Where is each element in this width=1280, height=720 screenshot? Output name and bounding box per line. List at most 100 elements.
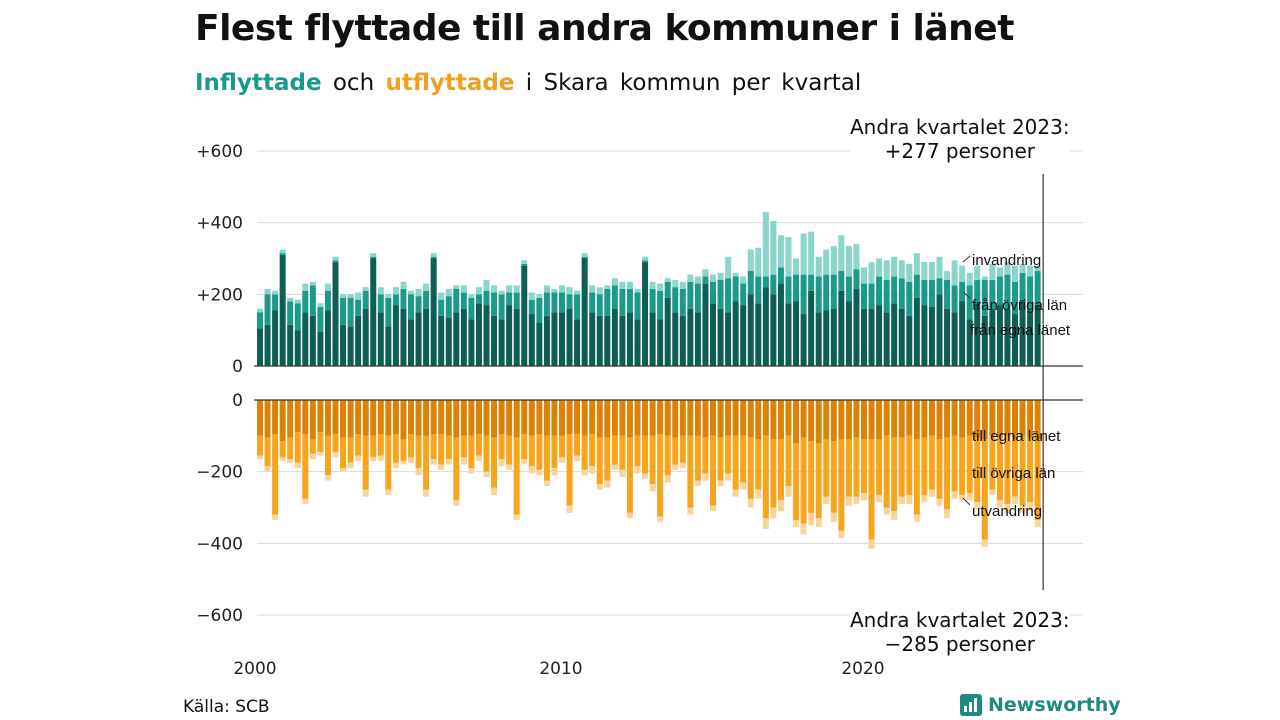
- bar-out-other: [913, 439, 920, 515]
- bar-in-own: [1027, 310, 1034, 366]
- bar-in-own: [257, 328, 263, 366]
- bar-in-immig: [475, 287, 482, 295]
- bar-out-own: [959, 400, 966, 438]
- bar-in-immig: [400, 281, 407, 289]
- bar-in-own: [906, 315, 913, 366]
- bar-out-own: [491, 400, 498, 438]
- bar-in-other: [415, 296, 422, 313]
- bar-in-other: [332, 260, 339, 263]
- bar-out-own: [460, 400, 467, 436]
- bar-out-other: [498, 434, 505, 460]
- bar-out-own: [574, 400, 581, 435]
- bar-in-other: [755, 276, 762, 304]
- bar-out-own: [747, 400, 754, 438]
- bar-in-own: [355, 315, 362, 366]
- bar-in-own: [423, 308, 430, 366]
- bar-in-own: [725, 312, 732, 366]
- bar-out-emig: [823, 496, 830, 504]
- bar-out-own: [793, 400, 800, 443]
- bar-out-emig: [974, 502, 981, 510]
- bar-out-other: [264, 437, 271, 467]
- bar-in-other: [785, 276, 792, 304]
- bar-out-emig: [340, 468, 347, 472]
- bar-out-own: [596, 400, 603, 438]
- bar-out-other: [347, 437, 354, 463]
- bar-out-own: [302, 400, 309, 435]
- source-text: Källa: SCB: [183, 697, 270, 717]
- bar-in-immig: [1019, 263, 1026, 273]
- bar-out-other: [944, 437, 951, 510]
- bar-in-other: [747, 271, 754, 295]
- bar-out-other: [793, 443, 800, 521]
- bar-out-own: [1019, 400, 1026, 436]
- bar-out-other: [785, 435, 792, 486]
- bar-in-immig: [581, 253, 588, 257]
- bar-in-other: [324, 290, 331, 311]
- bar-in-other: [438, 299, 445, 316]
- bar-out-emig: [853, 496, 860, 504]
- bar-out-own: [536, 400, 543, 435]
- bar-in-other: [604, 288, 611, 316]
- bar-out-own: [740, 400, 747, 436]
- bar-in-immig: [287, 297, 294, 302]
- bar-in-other: [853, 269, 860, 289]
- bar-in-immig: [611, 278, 618, 286]
- bar-out-other: [574, 434, 581, 456]
- bar-out-emig: [913, 514, 920, 522]
- bar-in-own: [317, 331, 324, 366]
- bar-in-own: [823, 310, 830, 366]
- bar-in-own: [1034, 305, 1041, 366]
- bar-out-own: [287, 400, 294, 438]
- bar-in-other: [906, 281, 913, 316]
- y-tick-label: 0: [232, 357, 243, 377]
- bar-in-other: [392, 294, 399, 306]
- bar-in-other: [642, 260, 649, 263]
- bar-in-own: [770, 294, 777, 366]
- bar-out-other: [400, 439, 407, 461]
- bar-out-own: [264, 400, 271, 438]
- bar-in-own: [928, 306, 935, 366]
- bar-in-own: [377, 312, 384, 366]
- bar-out-other: [415, 435, 422, 469]
- bar-out-other: [702, 437, 709, 474]
- bar-in-immig: [710, 274, 716, 282]
- bar-in-other: [453, 288, 460, 313]
- bar-in-other: [996, 276, 1003, 306]
- bar-in-other: [891, 276, 898, 304]
- bar-out-emig: [272, 514, 279, 521]
- bar-out-emig: [468, 468, 475, 474]
- bar-in-immig: [966, 272, 973, 286]
- bar-out-other: [445, 435, 452, 460]
- bar-in-other: [657, 290, 664, 320]
- bar-out-other: [528, 435, 535, 467]
- bar-in-immig: [423, 283, 430, 291]
- bar-in-own: [710, 303, 716, 366]
- bar-in-own: [408, 319, 414, 366]
- y-tick-label: +200: [196, 285, 243, 305]
- bar-in-own: [626, 312, 633, 366]
- bar-in-immig: [838, 235, 845, 272]
- bar-out-own: [626, 400, 633, 438]
- bar-out-other: [868, 439, 875, 540]
- bar-out-emig: [800, 523, 807, 535]
- bar-out-emig: [672, 464, 679, 470]
- bar-in-immig: [460, 285, 467, 293]
- bar-out-emig: [898, 496, 905, 504]
- bar-out-own: [717, 400, 724, 438]
- bar-out-emig: [928, 489, 935, 497]
- bar-out-emig: [649, 484, 656, 492]
- bar-in-other: [257, 312, 263, 329]
- bar-out-emig: [302, 498, 309, 504]
- bar-in-other: [649, 288, 656, 313]
- bar-out-own: [951, 400, 958, 436]
- bar-in-immig: [279, 249, 286, 254]
- bar-out-emig: [861, 493, 867, 501]
- bar-in-own: [536, 323, 543, 366]
- bar-in-immig: [861, 267, 867, 284]
- bar-in-other: [611, 285, 618, 309]
- bar-in-other: [483, 290, 490, 306]
- bar-in-own: [460, 308, 467, 366]
- bar-in-other: [845, 276, 852, 302]
- bar-out-own: [543, 400, 550, 436]
- bar-out-own: [906, 400, 913, 436]
